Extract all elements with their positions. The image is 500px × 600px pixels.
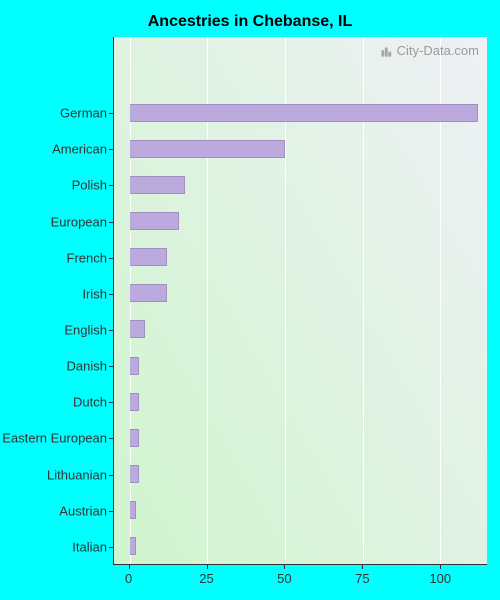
y-tick-label: French [67, 250, 107, 265]
x-tick [440, 565, 441, 569]
bar [130, 501, 136, 519]
x-tick [129, 565, 130, 569]
y-tick-label: European [51, 214, 107, 229]
bar [130, 140, 285, 158]
bar [130, 537, 136, 555]
bar [130, 429, 139, 447]
y-tick-label: Lithuanian [47, 467, 107, 482]
y-axis-labels: German American Polish European French Irish E… [5, 37, 113, 565]
x-tick-label: 25 [199, 571, 213, 586]
y-tick-label: Danish [67, 359, 107, 374]
x-tick-label: 0 [125, 571, 132, 586]
bar [130, 357, 139, 375]
y-tick-label: Dutch [73, 395, 107, 410]
watermark-text: City-Data.com [397, 43, 479, 58]
plot-wrapper: German American Polish European French Irish E… [5, 37, 495, 595]
x-tick [207, 565, 208, 569]
x-tick [362, 565, 363, 569]
y-tick-label: Polish [72, 178, 107, 193]
x-tick-label: 75 [355, 571, 369, 586]
y-tick-label: English [64, 323, 107, 338]
bar [130, 465, 139, 483]
city-icon [380, 44, 394, 58]
x-axis: 0 25 50 75 100 [113, 565, 487, 595]
bar [130, 176, 186, 194]
bar [130, 320, 146, 338]
watermark: City-Data.com [380, 43, 479, 58]
y-tick-label: Austrian [59, 503, 107, 518]
bar [130, 393, 139, 411]
x-tick [284, 565, 285, 569]
y-tick-label: Eastern European [2, 431, 107, 446]
page-background: Ancestries in Chebanse, IL German America… [0, 0, 500, 600]
bar [130, 284, 167, 302]
x-tick-label: 50 [277, 571, 291, 586]
x-tick-label: 100 [429, 571, 451, 586]
y-tick-label: American [52, 142, 107, 157]
y-tick-label: Italian [72, 539, 107, 554]
bar [130, 212, 180, 230]
y-axis: German American Polish European French Irish E… [5, 37, 113, 595]
y-tick-label: German [60, 106, 107, 121]
bar [130, 248, 167, 266]
chart-title: Ancestries in Chebanse, IL [5, 5, 495, 37]
chart: Ancestries in Chebanse, IL German America… [5, 5, 495, 595]
bar [130, 104, 478, 122]
y-tick-label: Irish [82, 286, 107, 301]
plot-area: City-Data.com [113, 37, 487, 565]
